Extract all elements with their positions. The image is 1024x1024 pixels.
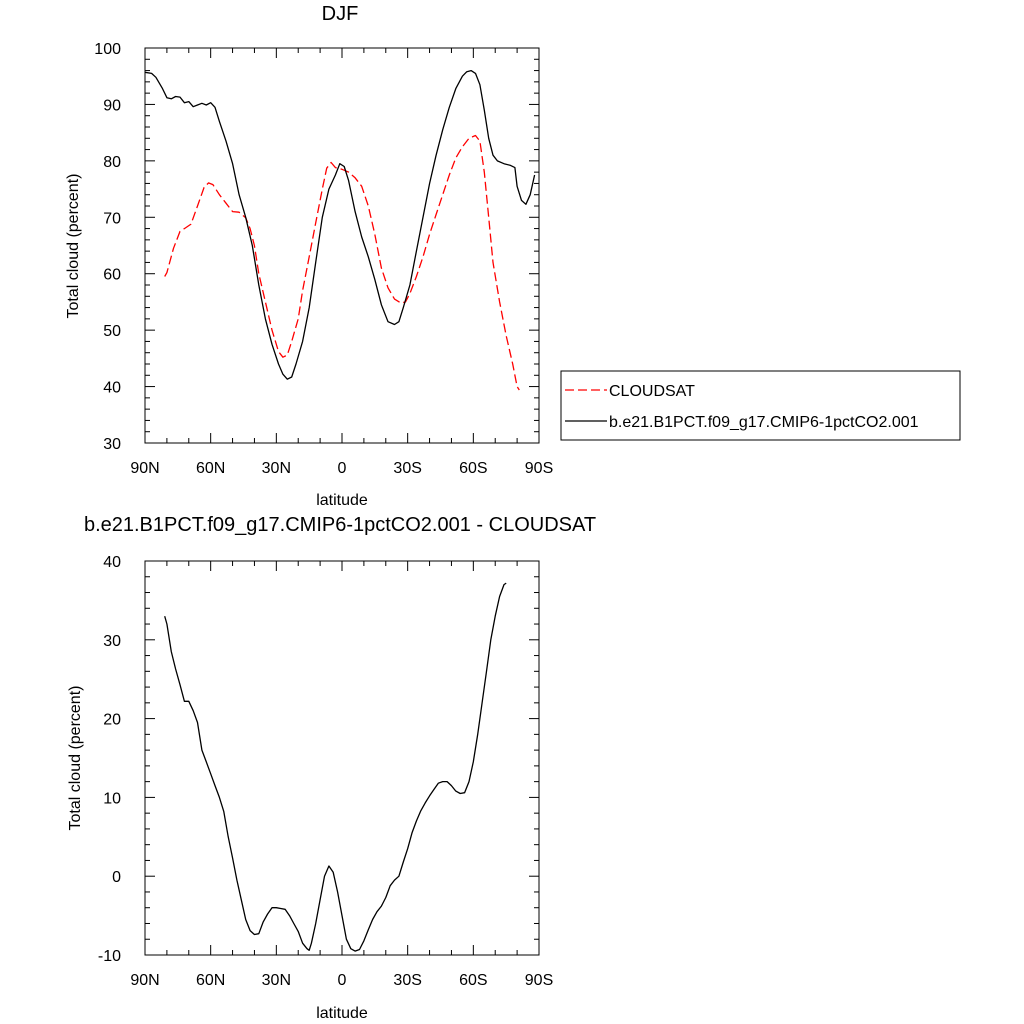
x-tick-label: 90S <box>525 460 553 477</box>
plot-frame-bottom <box>144 560 540 956</box>
y-tick-label: 40 <box>103 380 121 397</box>
x-tick-label: 90N <box>130 972 159 989</box>
y-tick-label: 60 <box>103 267 121 284</box>
top-series-line-1 <box>144 69 536 380</box>
y-tick-label: 10 <box>103 790 121 807</box>
x-tick-label: 60N <box>196 972 225 989</box>
y-tick-label: 90 <box>103 97 121 114</box>
x-tick-label: 30S <box>393 460 421 477</box>
y-axis-label-top: Total cloud (percent) <box>65 174 82 319</box>
legend-label-cloudsat: CLOUDSAT <box>609 383 695 400</box>
bottom-tick-labels: 90N 60N 30N 0 30S 60S 90S -10 0 10 20 30 40 <box>98 554 553 989</box>
x-tick-label: 90S <box>525 972 553 989</box>
top-series-line-0 <box>164 134 520 391</box>
top-series-lines <box>144 69 536 391</box>
x-tick-label: 90N <box>130 460 159 477</box>
y-tick-label: 40 <box>103 554 121 571</box>
legend: CLOUDSAT b.e21.B1PCT.f09_g17.CMIP6-1pctC… <box>560 370 961 441</box>
x-axis-label-top: latitude <box>316 492 368 509</box>
y-tick-label: 100 <box>94 41 121 58</box>
y-tick-label: 80 <box>103 154 121 171</box>
plot-frame-top <box>144 47 540 444</box>
legend-box <box>560 370 961 441</box>
chart-title-top: DJF <box>322 3 359 25</box>
bottom-axis-ticks <box>144 560 540 956</box>
top-axis-ticks <box>144 47 540 444</box>
y-tick-label: 0 <box>112 869 121 886</box>
x-tick-label: 60S <box>459 460 487 477</box>
x-axis-label-bottom: latitude <box>316 1005 368 1022</box>
chart-top: DJF 90N 60N 30N 0 30S 60S 90S 30 40 50 60 70 80 90 100… <box>65 3 961 509</box>
x-tick-label: 0 <box>338 972 347 989</box>
x-tick-label: 30N <box>262 460 291 477</box>
y-tick-label: 50 <box>103 323 121 340</box>
chart-title-bottom: b.e21.B1PCT.f09_g17.CMIP6-1pctCO2.001 - … <box>84 514 596 536</box>
y-tick-label: 30 <box>103 633 121 650</box>
chart-bottom: b.e21.B1PCT.f09_g17.CMIP6-1pctCO2.001 - … <box>67 514 596 1022</box>
bottom-series-line-0 <box>164 582 507 952</box>
y-tick-label: 70 <box>103 210 121 227</box>
x-tick-label: 60S <box>459 972 487 989</box>
y-tick-label: 30 <box>103 436 121 453</box>
y-tick-label: 20 <box>103 712 121 729</box>
x-tick-label: 30N <box>262 972 291 989</box>
y-axis-label-bottom: Total cloud (percent) <box>67 686 84 831</box>
x-tick-label: 60N <box>196 460 225 477</box>
top-tick-labels: 90N 60N 30N 0 30S 60S 90S 30 40 50 60 70 80 90 100 <box>94 41 553 477</box>
legend-label-model: b.e21.B1PCT.f09_g17.CMIP6-1pctCO2.001 <box>609 414 919 431</box>
x-tick-label: 0 <box>338 460 347 477</box>
x-tick-label: 30S <box>393 972 421 989</box>
y-tick-label: -10 <box>98 948 121 965</box>
bottom-series-lines <box>164 582 507 952</box>
